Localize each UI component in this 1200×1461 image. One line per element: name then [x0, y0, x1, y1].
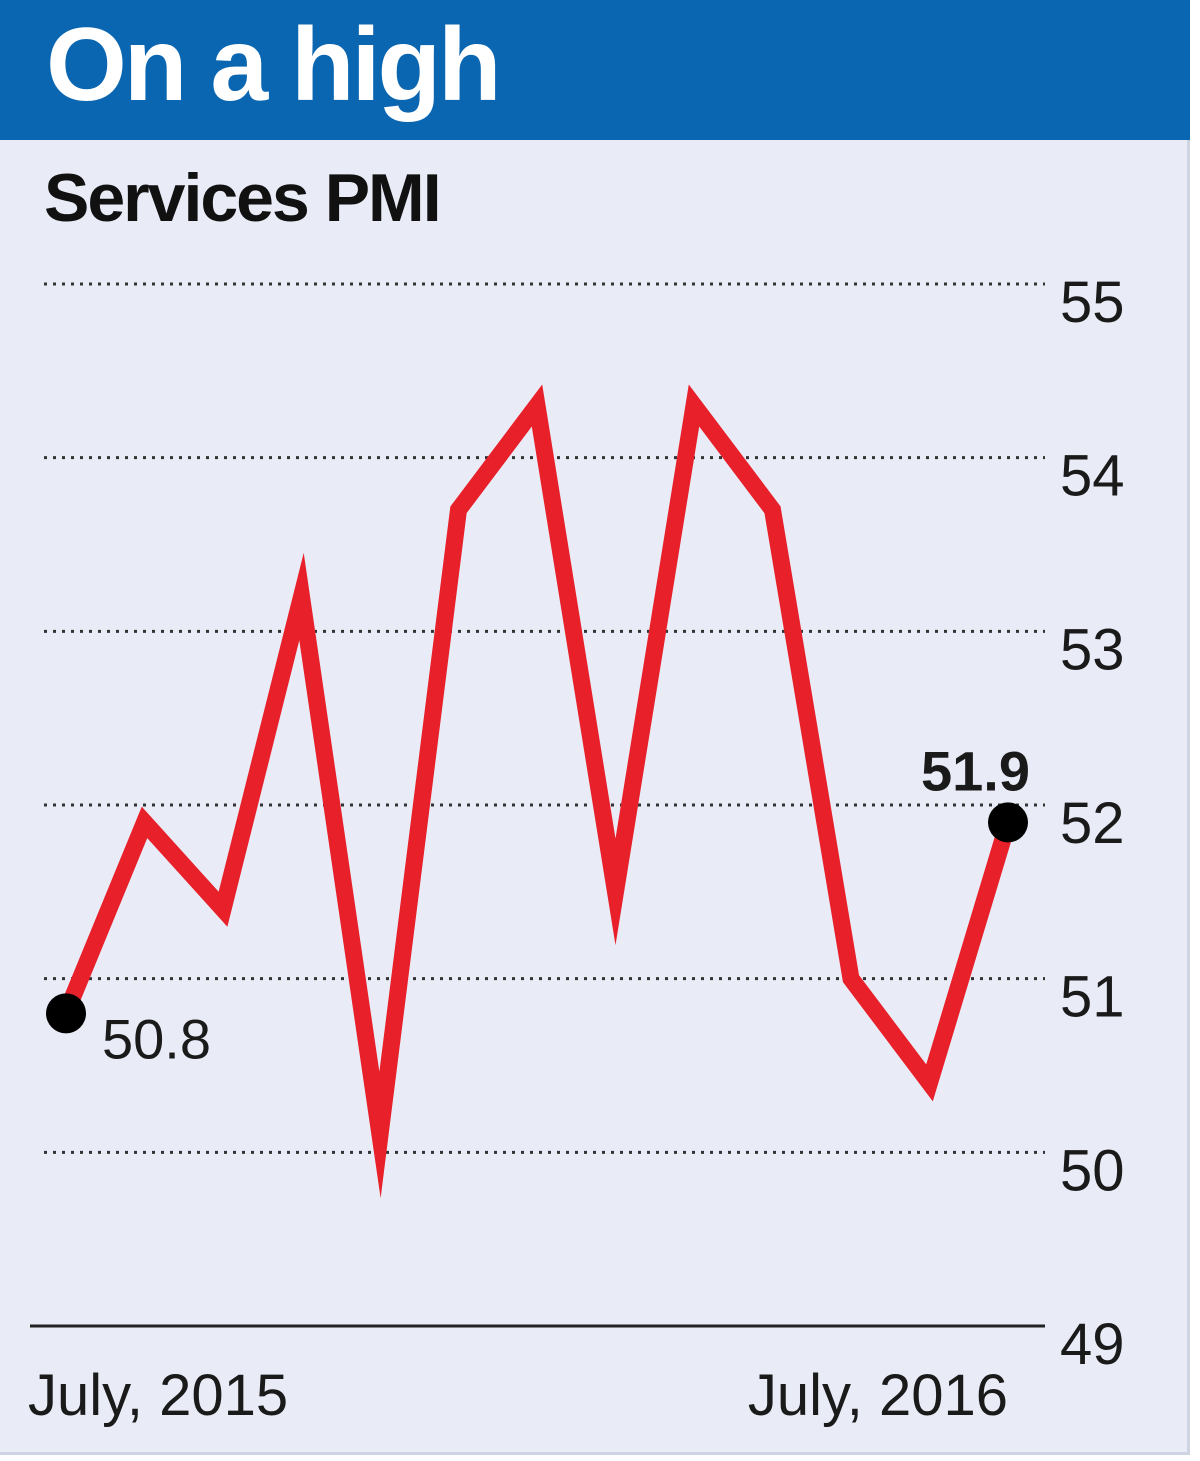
y-tick-label-55: 55 [1060, 270, 1125, 335]
y-tick-label-50: 50 [1060, 1138, 1125, 1203]
chart-subtitle: Services PMI [44, 160, 442, 236]
y-tick-label-52: 52 [1060, 791, 1125, 856]
y-tick-label-51: 51 [1060, 965, 1125, 1030]
y-tick-label-54: 54 [1060, 444, 1125, 509]
x-label-end: July, 2016 [748, 1363, 1008, 1428]
data-point-marker-12 [988, 802, 1028, 843]
markers [46, 802, 1028, 1034]
chart-title: On a high [46, 7, 502, 123]
data-point-marker-0 [46, 993, 86, 1034]
x-label-start: July, 2015 [28, 1363, 288, 1428]
header-band: On a high [0, 0, 1190, 140]
y-tick-labels: 55 54 53 52 51 50 49 [1060, 270, 1125, 1377]
data-label-0: 50.8 [102, 1007, 211, 1070]
y-tick-label-53: 53 [1060, 617, 1125, 682]
series-line [58, 384, 1017, 1199]
data-labels: 50.8 51.9 [102, 739, 1030, 1070]
data-label-12: 51.9 [921, 739, 1030, 802]
y-tick-label-49: 49 [1060, 1312, 1125, 1377]
